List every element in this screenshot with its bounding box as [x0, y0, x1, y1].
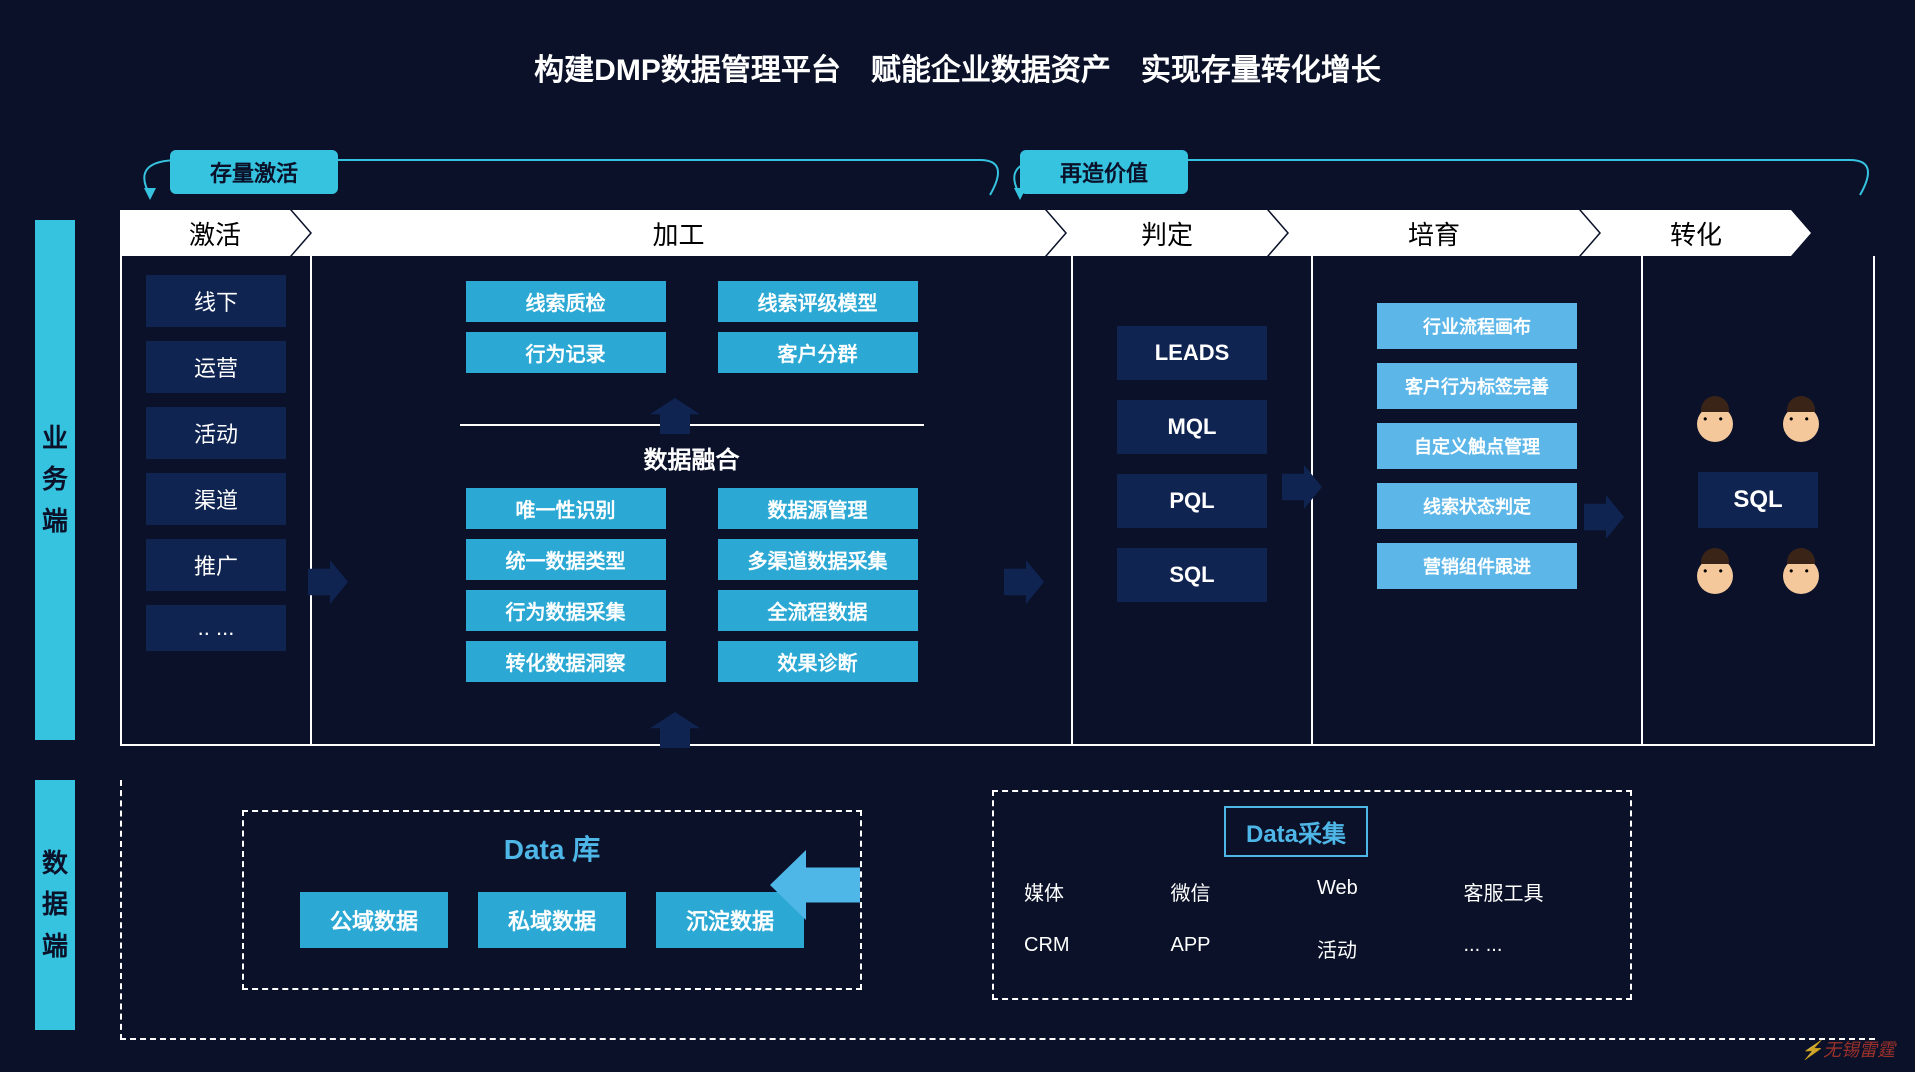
- judge-item: PQL: [1117, 474, 1267, 528]
- col-process: 线索质检 行为记录 线索评级模型 客户分群 数据融合 唯一性识别 统一数据类型 …: [312, 256, 1073, 744]
- process-box: 行为数据采集: [466, 590, 666, 631]
- collect-item: 媒体: [1024, 877, 1161, 906]
- data-collect: Data采集 媒体 微信 Web 客服工具 CRM APP 活动 ... ...: [992, 790, 1632, 1000]
- data-lib: Data 库 公域数据 私域数据 沉淀数据: [242, 810, 862, 990]
- badge-recreate-value: 再造价值: [1020, 150, 1188, 194]
- nurture-item: 行业流程画布: [1377, 303, 1577, 349]
- process-box: 客户分群: [718, 332, 918, 373]
- activate-item: 线下: [146, 275, 286, 327]
- avatar-icon: [1783, 406, 1819, 442]
- process-upper: 线索质检 行为记录 线索评级模型 客户分群: [460, 256, 924, 426]
- process-box: 转化数据洞察: [466, 641, 666, 682]
- main-grid: 线下 运营 活动 渠道 推广 .. ... 线索质检 行为记录 线索评级模型 客…: [120, 256, 1875, 746]
- collect-item: APP: [1171, 934, 1308, 963]
- stage-activate: 激活: [120, 210, 310, 256]
- nurture-item: 营销组件跟进: [1377, 543, 1577, 589]
- avatar-row: [1697, 558, 1819, 594]
- avatar-icon: [1697, 558, 1733, 594]
- process-box: 线索评级模型: [718, 281, 918, 322]
- watermark: ⚡无锡雷霆: [1801, 1036, 1895, 1062]
- badge-stock-activate: 存量激活: [170, 150, 338, 194]
- collect-item: Web: [1317, 877, 1454, 906]
- data-section: Data 库 公域数据 私域数据 沉淀数据 Data采集 媒体 微信 Web 客…: [120, 780, 1875, 1040]
- process-box: 统一数据类型: [466, 539, 666, 580]
- main-title: 构建DMP数据管理平台 赋能企业数据资产 实现存量转化增长: [534, 45, 1381, 89]
- activate-item: 运营: [146, 341, 286, 393]
- process-box: 数据源管理: [718, 488, 918, 529]
- collect-item: 客服工具: [1464, 877, 1601, 906]
- col-judge: LEADS MQL PQL SQL: [1073, 256, 1313, 744]
- avatar-row: [1697, 406, 1819, 442]
- process-box: 效果诊断: [718, 641, 918, 682]
- col-nurture: 行业流程画布 客户行为标签完善 自定义触点管理 线索状态判定 营销组件跟进: [1313, 256, 1643, 744]
- process-lower: 数据融合 唯一性识别 统一数据类型 行为数据采集 转化数据洞察 数据源管理 多渠…: [460, 426, 924, 744]
- data-lib-title: Data 库: [504, 828, 600, 868]
- activate-item: 渠道: [146, 473, 286, 525]
- collect-item: ... ...: [1464, 934, 1601, 963]
- activate-item: 推广: [146, 539, 286, 591]
- collect-item: CRM: [1024, 934, 1161, 963]
- activate-item: 活动: [146, 407, 286, 459]
- data-lib-item: 沉淀数据: [656, 892, 804, 948]
- stage-judge: 判定: [1047, 210, 1287, 256]
- process-box: 唯一性识别: [466, 488, 666, 529]
- fusion-title: 数据融合: [644, 440, 740, 475]
- avatar-icon: [1783, 558, 1819, 594]
- judge-item: MQL: [1117, 400, 1267, 454]
- avatar-icon: [1697, 406, 1733, 442]
- stage-convert: 转化: [1581, 210, 1811, 256]
- process-box: 多渠道数据采集: [718, 539, 918, 580]
- judge-item: LEADS: [1117, 326, 1267, 380]
- nurture-item: 客户行为标签完善: [1377, 363, 1577, 409]
- judge-item: SQL: [1117, 548, 1267, 602]
- nurture-item: 线索状态判定: [1377, 483, 1577, 529]
- data-lib-item: 私域数据: [478, 892, 626, 948]
- process-box: 线索质检: [466, 281, 666, 322]
- process-box: 行为记录: [466, 332, 666, 373]
- stage-process: 加工: [292, 210, 1065, 256]
- pipeline-stages: 激活 加工 判定 培育 转化: [120, 210, 1875, 256]
- collect-item: 微信: [1171, 877, 1308, 906]
- data-collect-title: Data采集: [1224, 806, 1368, 857]
- col-convert: SQL: [1643, 256, 1873, 744]
- nurture-item: 自定义触点管理: [1377, 423, 1577, 469]
- side-label-biz: 业务端: [35, 220, 75, 740]
- activate-item: .. ...: [146, 605, 286, 651]
- process-box: 全流程数据: [718, 590, 918, 631]
- side-label-data: 数据端: [35, 780, 75, 1030]
- stage-nurture: 培育: [1269, 210, 1599, 256]
- data-lib-item: 公域数据: [300, 892, 448, 948]
- collect-item: 活动: [1317, 934, 1454, 963]
- col-activate: 线下 运营 活动 渠道 推广 .. ...: [122, 256, 312, 744]
- convert-sql: SQL: [1698, 472, 1818, 528]
